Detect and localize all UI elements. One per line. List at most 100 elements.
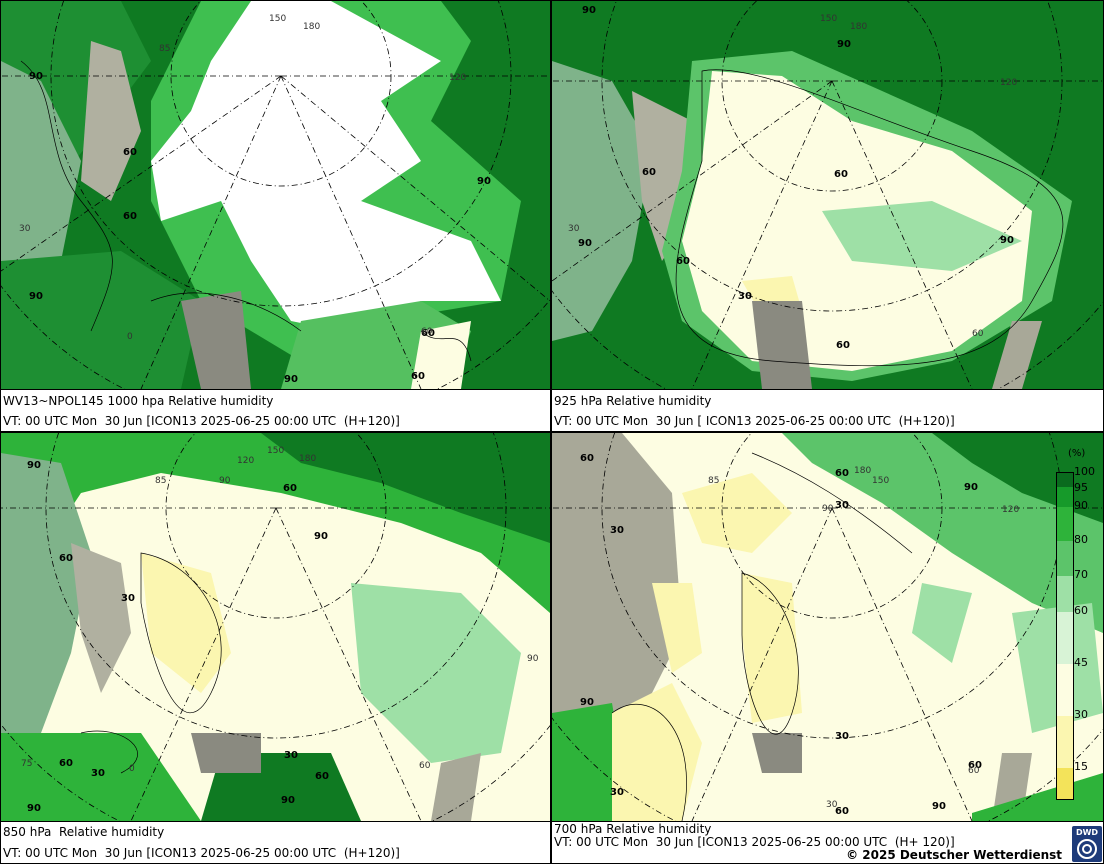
contour-label: 30 [738, 291, 752, 302]
grid-label: 60 [419, 761, 431, 771]
panel-valid-time: VT: 00 UTC Mon 30 Jun [ ICON13 2025-06-2… [554, 414, 955, 428]
contour-label: 30 [835, 731, 849, 742]
map-925hpa: 90 90 60 60 90 60 30 60 90 150 180 120 3… [552, 1, 1103, 389]
panel-700hpa: 60 60 30 30 90 30 90 60 30 90 60 150 180… [551, 432, 1104, 864]
panel-valid-time: VT: 00 UTC Mon 30 Jun [ICON13 2025-06-25… [554, 835, 955, 849]
contour-label: 60 [676, 256, 690, 267]
grid-label: 120 [449, 73, 466, 83]
legend-tick: 95 [1074, 481, 1088, 494]
map-1000hpa: 90 60 60 90 90 60 90 60 150 180 85 120 3… [1, 1, 550, 389]
contour-label: 60 [836, 340, 850, 351]
legend-swatch-70 [1057, 576, 1073, 612]
map-850hpa: 90 60 60 90 30 30 60 30 90 90 60 150 180… [1, 433, 550, 821]
legend-tick: 80 [1074, 533, 1088, 546]
legend-swatch-100 [1057, 473, 1073, 487]
contour-label: 60 [315, 771, 329, 782]
contour-label: 90 [314, 531, 328, 542]
grid-label: 90 [822, 504, 834, 514]
contour-label: 90 [932, 801, 946, 812]
legend-tick: 90 [1074, 499, 1088, 512]
legend-tick: 45 [1074, 656, 1088, 669]
grid-label: 180 [299, 454, 316, 464]
panel-title: 925 hPa Relative humidity [554, 394, 712, 408]
grid-label: 75 [21, 759, 32, 769]
contour-label: 90 [29, 291, 43, 302]
contour-label: 60 [835, 468, 849, 479]
contour-label: 90 [580, 697, 594, 708]
contour-label: 30 [610, 787, 624, 798]
grid-label: 85 [159, 44, 170, 54]
contour-label: 60 [835, 806, 849, 817]
grid-label: 60 [421, 327, 433, 337]
panel-title: 850 hPa Relative humidity [3, 825, 165, 839]
legend-swatch-80 [1057, 541, 1073, 576]
humidity-legend: (%) 100 95 90 80 70 60 45 30 15 [1054, 448, 1102, 800]
contour-label: 90 [964, 482, 978, 493]
legend-tick: 15 [1074, 760, 1088, 773]
swirl-icon [1077, 839, 1097, 859]
panel-title: WV13~NPOL145 1000 hpa Relative humidity [3, 394, 274, 408]
contour-label: 60 [968, 760, 982, 771]
grid-label: 120 [1002, 505, 1019, 515]
panel-1000hpa: 90 60 60 90 90 60 90 60 150 180 85 120 3… [0, 0, 551, 432]
contour-label: 90 [578, 238, 592, 249]
contour-label: 60 [283, 483, 297, 494]
swirl-inner-icon [1082, 844, 1092, 854]
grid-label: 90 [527, 654, 539, 664]
grid-label: 150 [820, 14, 837, 24]
grid-label: 85 [155, 476, 166, 486]
grid-label: 150 [267, 446, 284, 456]
legend-swatch-45 [1057, 664, 1073, 716]
contour-label: 30 [91, 768, 105, 779]
legend-tick: 30 [1074, 708, 1088, 721]
contour-label: 60 [642, 167, 656, 178]
grid-label: 120 [1000, 78, 1017, 88]
grid-label: 60 [968, 766, 980, 776]
legend-tick: 60 [1074, 604, 1088, 617]
grid-label: 0 [127, 332, 133, 342]
grid-label: 150 [872, 476, 889, 486]
contour-label: 30 [610, 525, 624, 536]
contour-label: 90 [27, 460, 41, 471]
grid-label: 30 [568, 224, 580, 234]
contour-label: 60 [580, 453, 594, 464]
contour-label: 60 [421, 328, 435, 339]
panel-valid-time: VT: 00 UTC Mon 30 Jun [ICON13 2025-06-25… [3, 414, 400, 428]
contour-label: 90 [284, 374, 298, 385]
grid-label: 0 [129, 764, 135, 774]
grid-label: 120 [237, 456, 254, 466]
map-700hpa: 60 60 30 30 90 30 90 60 30 90 60 150 180… [552, 433, 1103, 821]
grid-label: 85 [708, 476, 719, 486]
legend-tick: 100 [1074, 465, 1095, 478]
panel-850hpa: 90 60 60 90 30 30 60 30 90 90 60 150 180… [0, 432, 551, 864]
contour-label: 90 [281, 795, 295, 806]
contour-label: 60 [834, 169, 848, 180]
contour-label: 30 [121, 593, 135, 604]
contour-label: 30 [835, 500, 849, 511]
contour-label: 60 [123, 211, 137, 222]
logo-text: DWD [1075, 828, 1099, 837]
legend-swatch-95 [1057, 487, 1073, 507]
grid-label: 30 [19, 224, 31, 234]
grid-label: 150 [269, 14, 286, 24]
panel-valid-time: VT: 00 UTC Mon 30 Jun [ICON13 2025-06-25… [3, 846, 400, 860]
contour-label: 90 [837, 39, 851, 50]
grid-label: 60 [972, 329, 984, 339]
contour-label: 90 [582, 5, 596, 16]
contour-label: 90 [29, 71, 43, 82]
contour-label: 90 [477, 176, 491, 187]
panel-title: 700 hPa Relative humidity [554, 822, 712, 836]
grid-label: 30 [826, 800, 838, 810]
grid-label: 90 [219, 476, 231, 486]
legend-colorbar [1056, 472, 1074, 800]
contour-label: 60 [59, 758, 73, 769]
legend-swatch-90 [1057, 507, 1073, 541]
panel-925hpa: 90 90 60 60 90 60 30 60 90 150 180 120 3… [551, 0, 1104, 432]
contour-label: 90 [1000, 235, 1014, 246]
legend-swatch-15 [1057, 768, 1073, 799]
grid-label: 180 [850, 22, 867, 32]
copyright-notice: © 2025 Deutscher Wetterdienst [846, 848, 1062, 862]
contour-label: 60 [59, 553, 73, 564]
contour-label: 30 [284, 750, 298, 761]
contour-label: 60 [123, 147, 137, 158]
